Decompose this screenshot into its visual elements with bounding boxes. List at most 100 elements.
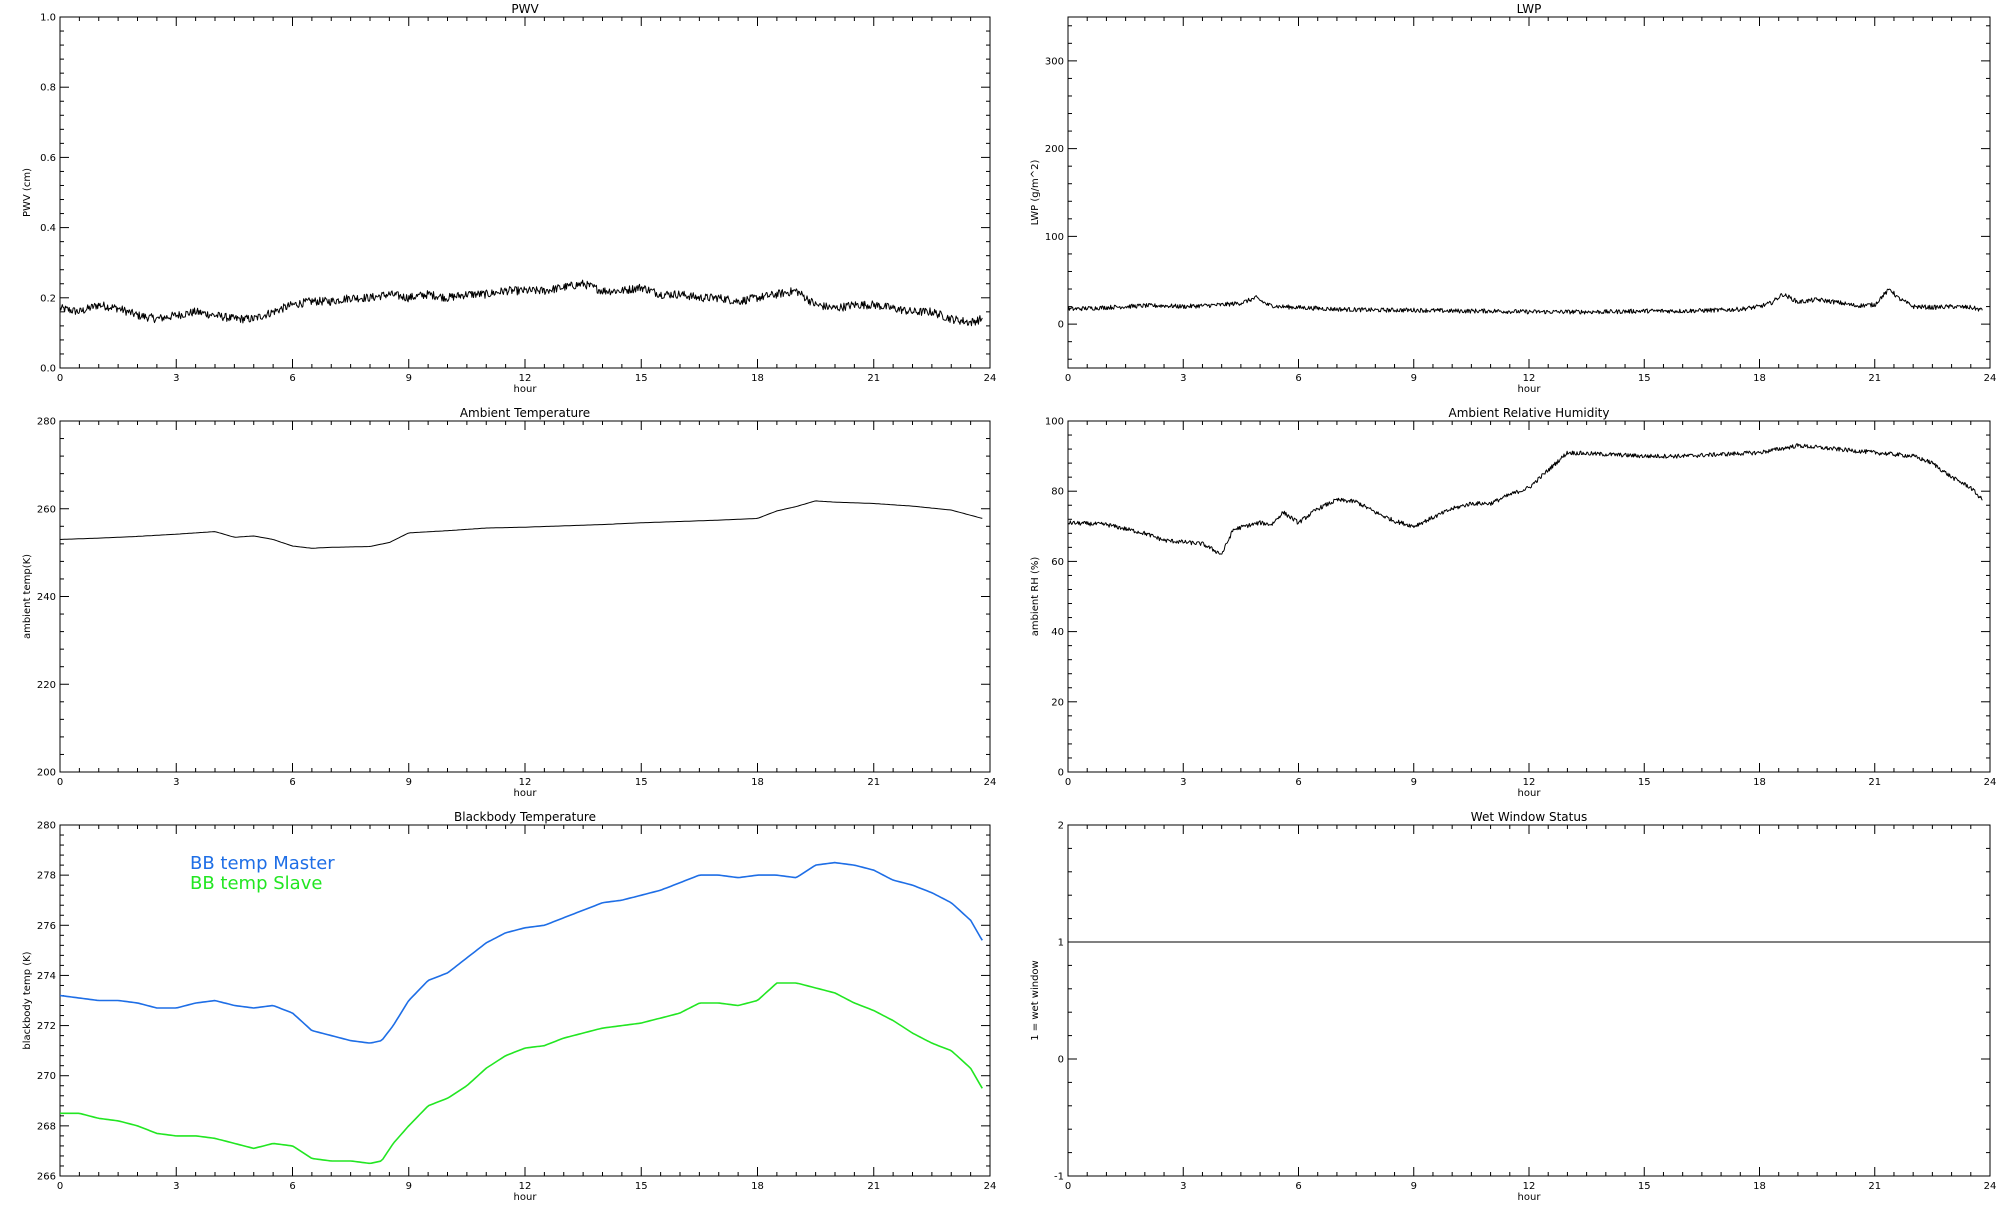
pwv-y-tick-label: 1.0 — [40, 13, 56, 24]
wet-window-y-axis-label: 1 = wet window — [1030, 960, 1041, 1040]
blackbody-temp-series-line-0 — [59, 861, 983, 1044]
ambient-rh-plot-frame — [1067, 420, 1991, 773]
ambient-temp-y-tick-label: 240 — [37, 592, 56, 603]
ambient-rh-title: Ambient Relative Humidity — [1449, 406, 1610, 420]
blackbody-temp-x-tick-label: 18 — [751, 1181, 764, 1192]
ambient-rh-x-tick-label: 24 — [1984, 777, 1997, 788]
blackbody-temp-y-tick-label: 276 — [37, 921, 56, 932]
ambient-temp-x-tick-label: 0 — [57, 777, 63, 788]
pwv-x-tick-label: 12 — [519, 373, 532, 384]
lwp-x-tick-label: 18 — [1753, 373, 1766, 384]
wet-window-x-axis-label: hour — [1518, 1192, 1542, 1200]
blackbody-temp-y-tick-label: 274 — [37, 971, 56, 982]
ambient-temp-x-tick-label: 9 — [406, 777, 412, 788]
ambient-rh-y-axis-label: ambient RH (%) — [1030, 557, 1041, 637]
lwp-series-line-0 — [1067, 288, 1983, 315]
ambient-rh-x-tick-label: 3 — [1180, 777, 1186, 788]
ambient-temp-x-tick-label: 24 — [984, 777, 997, 788]
ambient-rh-x-axis-label: hour — [1518, 788, 1542, 799]
wet-window-x-tick-label: 24 — [1984, 1181, 1997, 1192]
lwp-x-tick-label: 0 — [1065, 373, 1071, 384]
lwp-x-axis-label: hour — [1518, 384, 1542, 395]
pwv-x-tick-label: 24 — [984, 373, 997, 384]
ambient-rh-y-tick-label: 80 — [1051, 487, 1064, 498]
ambient-rh-y-tick-label: 0 — [1058, 768, 1064, 779]
wet-window-x-tick-label: 15 — [1638, 1181, 1651, 1192]
pwv-y-tick-label: 0.4 — [40, 223, 56, 234]
ambient-temp-y-tick-label: 260 — [37, 504, 56, 515]
lwp-x-tick-label: 6 — [1295, 373, 1301, 384]
pwv-x-tick-label: 6 — [289, 373, 295, 384]
wet-window-x-tick-label: 21 — [1868, 1181, 1881, 1192]
ambient-temp-y-tick-label: 200 — [37, 768, 56, 779]
ambient-rh-x-tick-label: 15 — [1638, 777, 1651, 788]
ambient-rh-x-tick-label: 21 — [1868, 777, 1881, 788]
wet-window-title: Wet Window Status — [1471, 810, 1587, 824]
wet-window-y-tick-label: -1 — [1054, 1172, 1064, 1183]
pwv-y-tick-label: 0.6 — [40, 153, 56, 164]
ambient-rh-y-tick-label: 100 — [1045, 417, 1064, 428]
wet-window-x-tick-label: 12 — [1523, 1181, 1536, 1192]
wet-window-x-tick-label: 6 — [1295, 1181, 1301, 1192]
ambient-rh-x-tick-label: 6 — [1295, 777, 1301, 788]
lwp-plot-frame — [1067, 16, 1991, 369]
wet-window-x-tick-label: 3 — [1180, 1181, 1186, 1192]
pwv-x-tick-label: 0 — [57, 373, 63, 384]
pwv-x-tick-label: 18 — [751, 373, 764, 384]
wet-window-x-tick-label: 9 — [1411, 1181, 1417, 1192]
blackbody-temp-y-axis-label: blackbody temp (K) — [22, 951, 33, 1049]
pwv-x-tick-label: 9 — [406, 373, 412, 384]
ambient-temp-y-tick-label: 220 — [37, 680, 56, 691]
ambient-rh-x-tick-label: 18 — [1753, 777, 1766, 788]
ambient-temp-y-tick-label: 280 — [37, 417, 56, 428]
blackbody-temp-x-tick-label: 12 — [519, 1181, 532, 1192]
pwv-x-tick-label: 3 — [173, 373, 179, 384]
blackbody-temp-legend-entry: BB temp Master — [190, 853, 335, 874]
ambient-temp-panel: Ambient Temperature 0 3 6 9 12 15 18 21 24 hour 200… — [22, 406, 996, 799]
ambient-temp-series-line-0 — [59, 500, 983, 549]
blackbody-temp-y-tick-label: 272 — [37, 1021, 56, 1032]
lwp-x-tick-label: 3 — [1180, 373, 1186, 384]
wet-window-y-tick-label: 0 — [1058, 1055, 1064, 1066]
ambient-rh-y-tick-label: 60 — [1051, 557, 1064, 568]
ambient-temp-x-tick-label: 18 — [751, 777, 764, 788]
pwv-y-tick-label: 0.2 — [40, 293, 56, 304]
lwp-y-tick-label: 300 — [1045, 56, 1064, 67]
ambient-temp-y-axis-label: ambient temp(K) — [22, 554, 33, 639]
blackbody-temp-y-tick-label: 270 — [37, 1071, 56, 1082]
ambient-rh-x-tick-label: 12 — [1523, 777, 1536, 788]
ambient-temp-x-tick-label: 3 — [173, 777, 179, 788]
lwp-x-tick-label: 15 — [1638, 373, 1651, 384]
lwp-x-tick-label: 24 — [1984, 373, 1997, 384]
blackbody-temp-x-tick-label: 3 — [173, 1181, 179, 1192]
blackbody-temp-y-tick-label: 278 — [37, 871, 56, 882]
pwv-y-axis-label: PWV (cm) — [22, 168, 33, 217]
lwp-x-tick-label: 9 — [1411, 373, 1417, 384]
pwv-y-tick-label: 0.0 — [40, 364, 56, 375]
ambient-rh-y-tick-label: 40 — [1051, 627, 1064, 638]
wet-window-x-tick-label: 0 — [1065, 1181, 1071, 1192]
ambient-rh-y-tick-label: 20 — [1051, 697, 1064, 708]
blackbody-temp-y-tick-label: 266 — [37, 1172, 56, 1183]
lwp-y-tick-label: 100 — [1045, 232, 1064, 243]
pwv-x-tick-label: 15 — [635, 373, 648, 384]
blackbody-temp-x-tick-label: 0 — [57, 1181, 63, 1192]
pwv-x-axis-label: hour — [514, 384, 538, 395]
ambient-rh-x-tick-label: 9 — [1411, 777, 1417, 788]
blackbody-temp-x-axis-label: hour — [514, 1192, 538, 1200]
pwv-series-line-0 — [59, 279, 983, 327]
wet-window-y-tick-label: 1 — [1058, 938, 1064, 949]
ambient-rh-x-tick-label: 0 — [1065, 777, 1071, 788]
wet-window-x-tick-label: 18 — [1753, 1181, 1766, 1192]
blackbody-temp-x-tick-label: 6 — [289, 1181, 295, 1192]
lwp-y-tick-label: 0 — [1058, 320, 1064, 331]
lwp-title: LWP — [1517, 2, 1542, 16]
lwp-x-tick-label: 21 — [1868, 373, 1881, 384]
ambient-temp-x-tick-label: 6 — [289, 777, 295, 788]
blackbody-temp-legend-entry: BB temp Slave — [190, 873, 322, 894]
blackbody-temp-x-tick-label: 21 — [867, 1181, 880, 1192]
lwp-panel: LWP 0 3 6 9 12 15 18 21 24 hour 0 100 200 300 LWP (g/m^… — [1030, 2, 1996, 395]
lwp-x-tick-label: 12 — [1523, 373, 1536, 384]
